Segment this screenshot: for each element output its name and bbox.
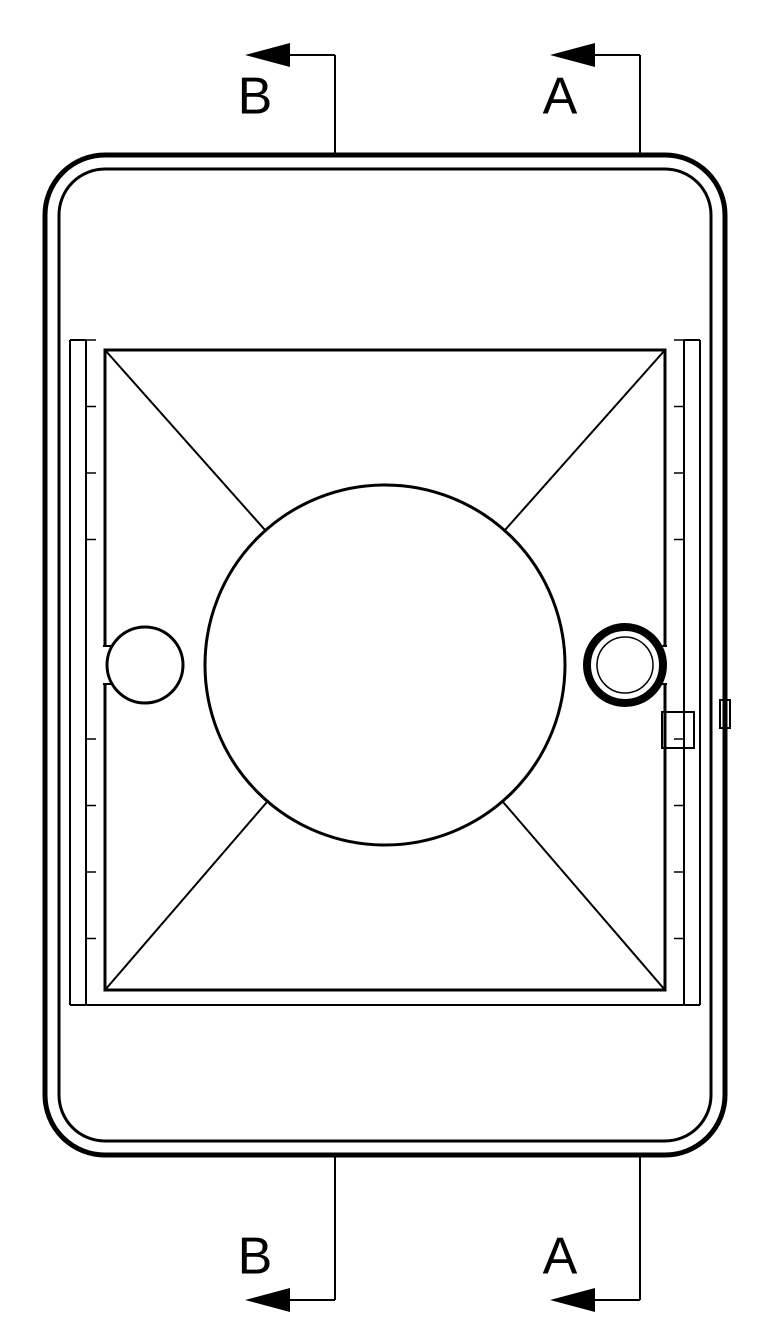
svg-text:A: A [543,68,578,126]
svg-text:A: A [543,1228,578,1286]
svg-text:B: B [238,1228,273,1286]
svg-text:B: B [238,68,273,126]
